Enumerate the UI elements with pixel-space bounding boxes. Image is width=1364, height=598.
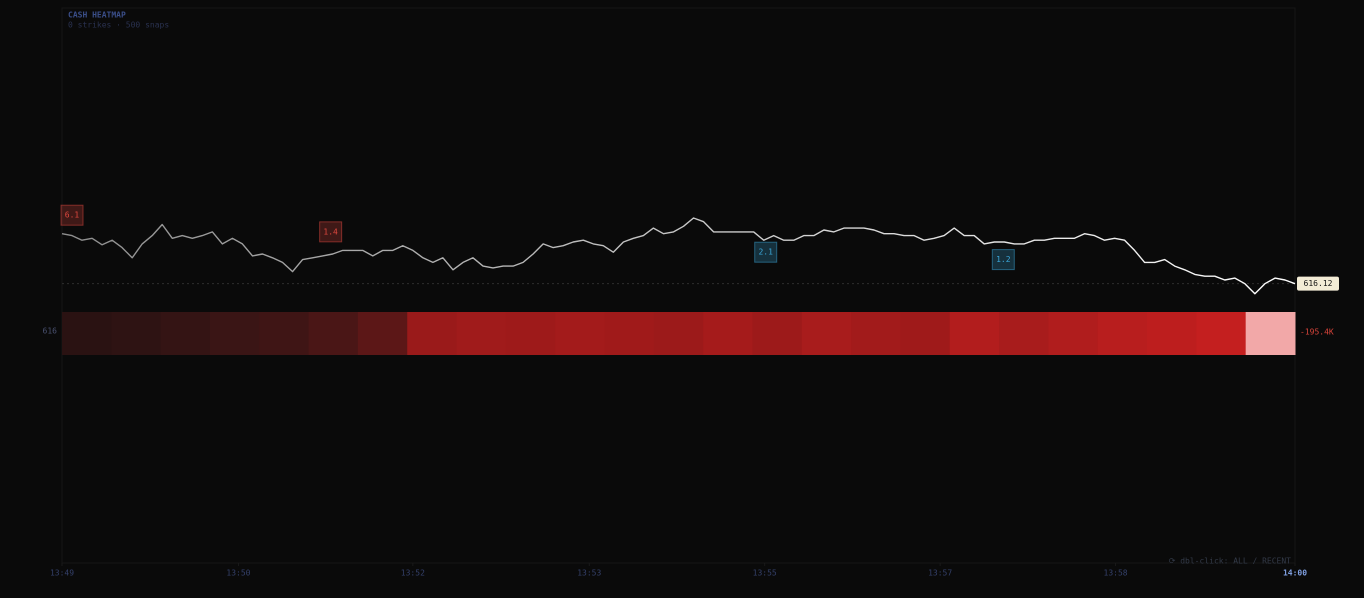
volume-badge-label: 1.2 [996,255,1011,264]
heatmap-cell [1245,312,1296,355]
footer-hint[interactable]: ⟳ dbl-click: ALL / RECENT [1169,557,1291,566]
volume-badge [754,241,778,263]
heatmap-cell [900,312,951,355]
heatmap-cell [308,312,359,355]
heatmap-cell [604,312,655,355]
heatmap-cell [259,312,310,355]
heatmap-cell [1147,312,1197,355]
heatmap-cell [111,312,162,355]
heatmap-cell [752,312,803,355]
volume-badge [60,204,84,226]
heatmap-cell [357,312,408,355]
heatmap-cell [851,312,901,355]
volume-badge-label: 6.1 [65,211,80,220]
volume-badge-label: 1.4 [323,227,338,236]
x-tick-label: 13:53 [577,569,601,578]
x-tick-label: 13:55 [753,569,777,578]
x-tick-label: 13:50 [226,569,250,578]
x-tick-label: 13:52 [401,569,425,578]
heatmap-cell [1097,312,1148,355]
heatmap-cell [555,312,606,355]
heatmap-cell [407,312,458,355]
heatmap-cell [505,312,556,355]
heatmap-cell [801,312,852,355]
x-tick-label: 14:00 [1283,569,1307,578]
heatmap-cell [160,312,211,355]
heatmap-cell [1048,312,1099,355]
volume-badge [991,249,1015,271]
x-tick-label: 13:49 [50,569,74,578]
chart-title: CASH HEATMAP [68,11,126,20]
x-tick-label: 13:57 [928,569,952,578]
heatmap-row-label: 616 [43,327,58,336]
heatmap-cell [949,312,1000,355]
last-price-badge [1297,276,1339,291]
heatmap-cell [999,312,1049,355]
heatmap-cell [62,312,112,355]
plot-frame [61,7,1296,564]
last-price-label: 616.12 [1304,279,1333,288]
x-tick-label: 13:58 [1104,569,1128,578]
volume-badge [319,221,343,243]
price-line [61,217,1296,295]
volume-badge-label: 2.1 [758,248,773,257]
heatmap-cell [703,312,753,355]
heatmap-cell [209,312,260,355]
heatmap-cell [456,312,507,355]
heatmap-cell [1196,312,1247,355]
heatmap-total: -195.4K [1300,328,1334,337]
chart-subtitle: 0 strikes · 500 snaps [68,21,169,30]
heatmap-cell [653,312,704,355]
